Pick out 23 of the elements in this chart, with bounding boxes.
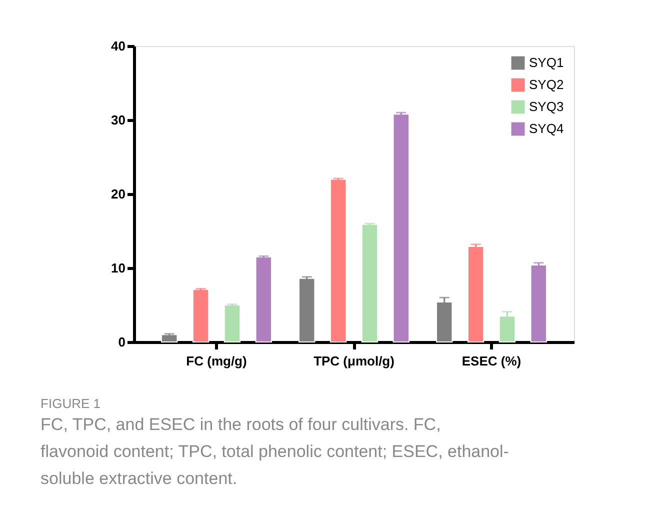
text: FC, TPC, and ESEC in the roots of four cultivars. FC, flavonoid content; TPC, total phenolic content; ESEC, ethanol-soluble extractive content. <box>40 415 509 488</box>
bar <box>436 302 453 342</box>
bar <box>161 334 178 342</box>
bar <box>498 316 516 342</box>
legend-label: SYQ3 <box>529 99 564 114</box>
y-tick-label: 30 <box>111 112 126 128</box>
bar <box>361 224 378 342</box>
bar <box>330 178 347 342</box>
y-tick-label: 10 <box>111 260 126 276</box>
caption: FIGURE 1 <box>40 396 101 411</box>
x-tick-label: TPC (μmol/g) <box>314 354 394 368</box>
bar <box>298 278 316 342</box>
legend-label: SYQ2 <box>529 77 564 92</box>
bar <box>224 304 241 342</box>
y-tick-label: 20 <box>111 186 126 202</box>
bar <box>192 288 210 342</box>
y-tick-label: 40 <box>111 38 126 54</box>
legend-label: SYQ1 <box>529 55 564 70</box>
y-tick-label: 0 <box>118 334 126 350</box>
bar <box>255 256 272 342</box>
legend-label: SYQ4 <box>529 121 564 136</box>
x-tick-label: ESEC (%) <box>462 354 522 368</box>
x-tick-label: FC (mg/g) <box>186 354 247 368</box>
